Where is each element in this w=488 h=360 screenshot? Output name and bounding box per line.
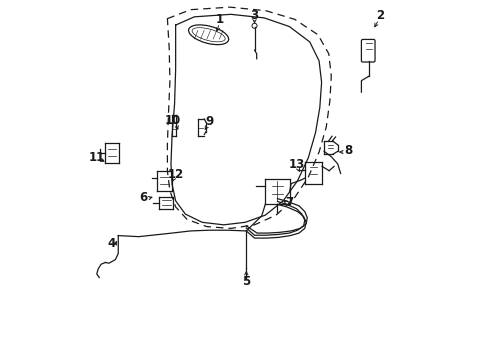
Text: 13: 13 (288, 158, 304, 171)
Text: 1: 1 (215, 13, 223, 26)
Text: 12: 12 (167, 168, 183, 181)
Text: 8: 8 (344, 144, 352, 157)
Text: 10: 10 (164, 114, 181, 127)
Text: 6: 6 (139, 191, 147, 204)
Text: 7: 7 (285, 196, 293, 209)
Text: 3: 3 (250, 9, 258, 22)
Text: 9: 9 (205, 116, 213, 129)
Text: 4: 4 (107, 237, 115, 250)
Text: 11: 11 (88, 151, 104, 164)
Text: 2: 2 (375, 9, 384, 22)
Text: 5: 5 (242, 275, 250, 288)
